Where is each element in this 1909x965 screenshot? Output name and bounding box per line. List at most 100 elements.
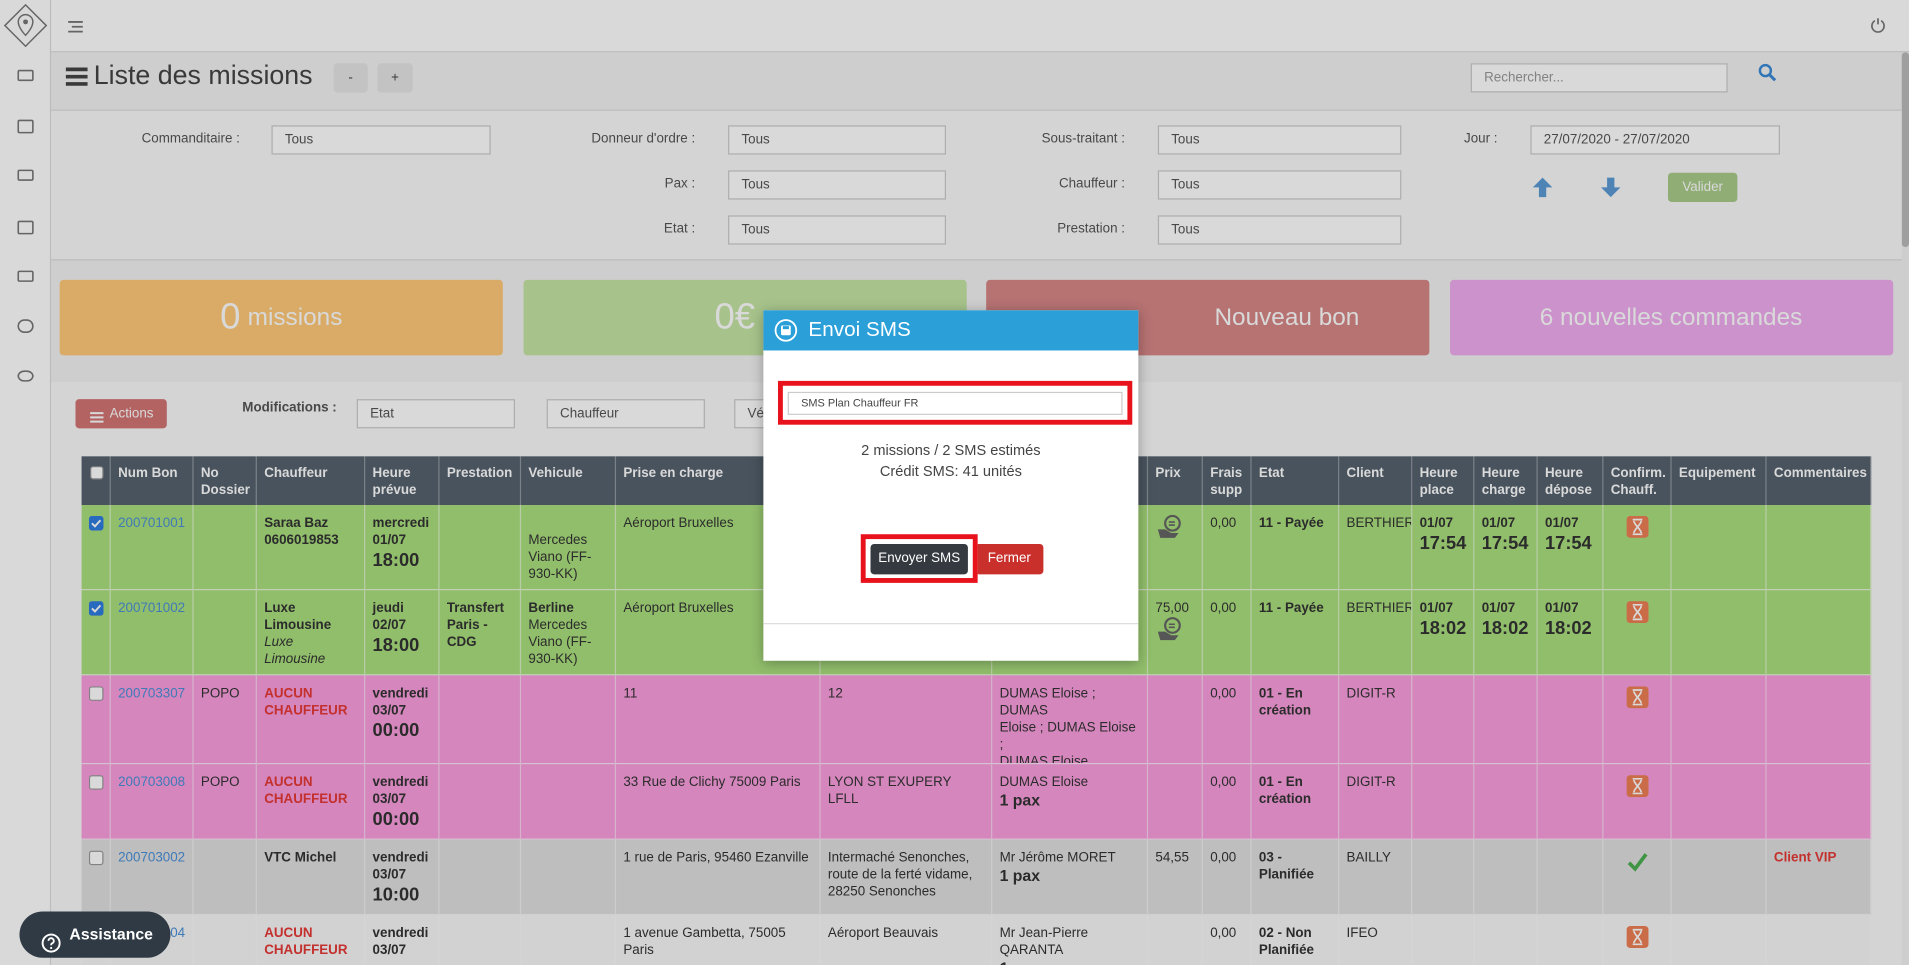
time-value: 18:02 [1419,618,1467,639]
time-value: 17:54 [1481,533,1529,554]
zoom-in-button[interactable]: + [377,63,413,93]
column-header[interactable]: Client [1339,456,1413,506]
column-header[interactable]: Heure prévue [365,456,440,506]
sidebar-icon[interactable] [17,219,34,235]
sidebar-icon[interactable] [17,168,34,183]
sort-up[interactable] [1532,176,1554,198]
pickup-day: jeudi [372,601,404,616]
filter-select[interactable]: Tous [728,170,946,200]
search-icon[interactable] [1758,63,1777,82]
cell-text: POPO [200,686,240,701]
filter-select[interactable]: 27/07/2020 - 27/07/2020 [1530,125,1780,155]
column-header[interactable]: Heure dépose [1538,456,1604,506]
table-cell: 01/07 17:54 [1537,505,1604,591]
row-checkbox[interactable] [88,601,104,616]
sidebar-icon[interactable] [17,318,34,334]
table-row[interactable] [81,764,1872,840]
sidebar-icon[interactable] [17,68,34,83]
table-cell: vendredi 03/07 [365,915,440,965]
column-header[interactable]: Confirm. Chauff. [1603,456,1672,506]
filter-select[interactable]: Tous [1157,170,1402,200]
send-sms-button[interactable]: Envoyer SMS [870,543,968,575]
filter-select[interactable]: Tous [1157,125,1402,155]
row-checkbox[interactable] [88,850,104,866]
confirm-icon[interactable] [1626,601,1649,624]
table-cell: 75,00 [1148,590,1203,676]
table-row[interactable] [81,839,1872,916]
modification-select[interactable]: Etat [356,399,516,429]
table-cell: 200701002 [110,590,194,676]
table-cell [1767,915,1872,965]
filter-select[interactable]: Tous [271,125,491,155]
validate-button[interactable]: Valider [1667,172,1738,203]
column-header[interactable]: Prestation [440,456,522,506]
column-header[interactable]: Etat [1252,456,1340,506]
modifications-label: Modifications : [242,400,337,415]
confirm-icon[interactable] [1626,775,1649,798]
stat-card[interactable]: 0 missions [59,279,503,356]
driver-name: 0606019853 [264,533,339,548]
confirm-icon[interactable] [1627,851,1649,873]
sort-down[interactable] [1600,176,1622,198]
time-date: 01/07 [1419,601,1454,616]
filter-select[interactable]: Tous [728,215,946,245]
modification-select[interactable]: Chauffeur [546,399,705,429]
column-header[interactable]: Heure charge [1474,456,1538,506]
confirm-icon[interactable] [1626,515,1649,538]
table-cell [440,915,522,965]
filter-label: Commanditaire : [141,131,240,147]
cell-text: BAILLY [1346,850,1391,866]
status: Planifiée [1258,867,1314,883]
column-header[interactable]: Heure place [1412,456,1475,506]
sms-credit: Crédit SMS: 41 unités [879,462,1022,480]
column-header[interactable]: Frais supp [1203,456,1252,506]
table-cell [81,764,111,840]
table-row[interactable] [81,915,1872,965]
row-checkbox[interactable] [88,686,104,701]
sidebar-icon[interactable] [17,269,34,284]
filter-select[interactable]: Tous [728,125,946,155]
close-button[interactable]: Fermer [975,543,1044,575]
column-header[interactable]: Commentaires [1767,456,1872,506]
confirm-icon[interactable] [1626,926,1649,948]
table-cell: 11 [616,675,821,765]
sms-template-select[interactable]: SMS Plan Chauffeur FR [787,391,1123,415]
zoom-out-button[interactable]: - [333,63,368,93]
status: 11 - Payée [1258,601,1324,616]
passenger: Eloise ; DUMAS Eloise ; [999,720,1136,753]
pickup-date: 02/07 [372,618,407,633]
pickup-date: 01/07 [372,533,407,548]
table-cell [1537,764,1604,840]
status: 02 - Non [1258,926,1312,941]
assistance-button[interactable]: Assistance [19,911,171,958]
column-header [992,456,1149,506]
column-header [82,456,111,506]
table-cell: mercredi 01/07 18:00 [365,505,440,591]
column-header[interactable]: Equipement [1672,456,1767,506]
sidebar-icon[interactable] [17,369,34,384]
cell-text: 0,00 [1210,601,1237,616]
time-date: 01/07 [1481,601,1516,616]
column-header[interactable]: Prix [1148,456,1203,506]
filter-label: Sous-traitant : [1041,131,1125,147]
power-button[interactable] [1870,17,1886,33]
stat-card[interactable]: 6 nouvelles commandes [1449,279,1893,356]
row-checkbox[interactable] [88,775,104,790]
column-header[interactable]: Vehicule [521,456,617,506]
table-cell: vendredi 03/07 00:00 [365,764,440,840]
table-cell: Client VIP [1766,839,1872,916]
filter-select[interactable]: Tous [1157,215,1402,245]
column-header[interactable]: No Dossier [194,456,257,506]
sidebar-icon[interactable] [17,118,34,134]
row-checkbox[interactable] [88,515,104,531]
menu-toggle[interactable] [67,18,84,33]
column-header[interactable]: Num Bon [111,456,194,506]
confirm-icon[interactable] [1626,686,1649,709]
table-cell [1603,505,1672,591]
filter-label: Pax : [664,176,696,192]
column-header[interactable]: Chauffeur [257,456,366,506]
select-all-checkbox[interactable] [90,466,104,480]
search-input[interactable]: Rechercher... [1470,63,1728,93]
table-row[interactable] [81,675,1872,765]
table-cell: jeudi 02/07 18:00 [365,590,440,676]
